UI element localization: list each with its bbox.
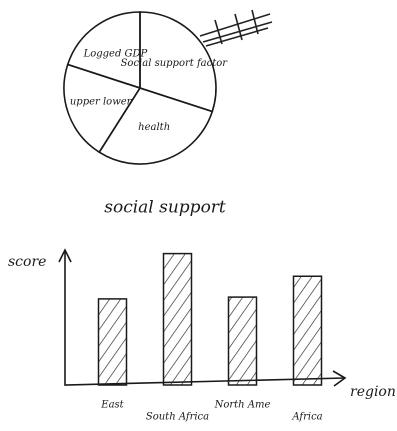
bar	[97, 298, 128, 386]
bar	[292, 275, 323, 386]
slice-label: health	[138, 122, 170, 133]
pie-slice	[98, 87, 214, 165]
pie-slice	[63, 63, 142, 154]
slice-label: upper lower	[70, 97, 133, 108]
pie-slice	[66, 11, 141, 90]
slice-label: Social support factor	[121, 58, 229, 69]
y-axis-label: score	[8, 254, 46, 270]
x-tick-label: East	[100, 400, 124, 411]
chart-title: social support	[104, 198, 226, 218]
x-tick-label: Africa	[291, 412, 322, 423]
bar	[162, 252, 193, 386]
x-tick-label: North Ame	[214, 400, 271, 411]
pie-slice	[139, 11, 217, 113]
x-tick-label: South Africa	[146, 412, 209, 423]
x-axis-label: region	[350, 384, 396, 400]
bar	[227, 296, 258, 386]
slice-label: Logged GDP	[83, 49, 148, 60]
arrowheads	[58, 248, 347, 387]
scribble	[199, 9, 273, 47]
